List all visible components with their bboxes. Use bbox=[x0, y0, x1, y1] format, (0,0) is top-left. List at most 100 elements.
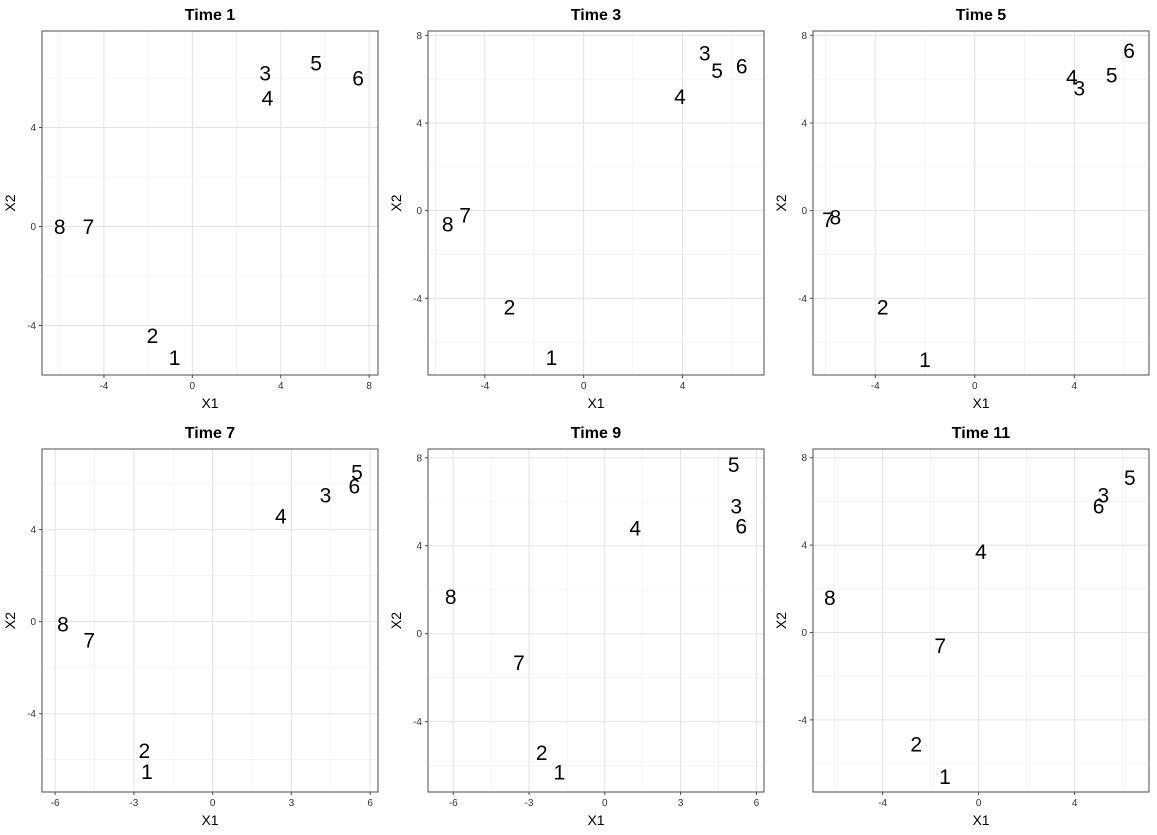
x-axis-title: X1 bbox=[587, 395, 604, 411]
point-label-5: 5 bbox=[711, 60, 723, 83]
x-tick-label: 4 bbox=[1072, 381, 1078, 392]
panel-border bbox=[41, 448, 379, 793]
plot-background bbox=[428, 31, 764, 375]
y-tick-label: -4 bbox=[27, 709, 36, 720]
point-label-2: 2 bbox=[147, 325, 159, 348]
point-label-1: 1 bbox=[939, 766, 951, 789]
y-tick-label: -4 bbox=[413, 294, 422, 305]
y-axis-title: X2 bbox=[388, 612, 404, 629]
panel-title: Time 9 bbox=[571, 425, 622, 442]
point-label-4: 4 bbox=[629, 518, 641, 541]
y-axis-title: X2 bbox=[773, 194, 789, 211]
x-tick-label: -4 bbox=[878, 798, 887, 809]
point-label-1: 1 bbox=[554, 762, 566, 785]
y-tick-label: 8 bbox=[801, 453, 807, 464]
x-tick-label: -3 bbox=[129, 798, 138, 809]
point-label-4: 4 bbox=[262, 87, 274, 110]
point-label-3: 3 bbox=[730, 496, 742, 519]
x-tick-label: -6 bbox=[51, 798, 60, 809]
point-label-7: 7 bbox=[513, 652, 525, 675]
point-label-2: 2 bbox=[139, 740, 151, 763]
point-label-1: 1 bbox=[169, 347, 181, 370]
y-axis-title: X2 bbox=[2, 612, 18, 629]
y-tick-label: 8 bbox=[416, 453, 422, 464]
point-label-1: 1 bbox=[546, 347, 558, 370]
plot-background bbox=[42, 449, 378, 792]
panel-title: Time 11 bbox=[952, 425, 1011, 442]
point-label-8: 8 bbox=[445, 586, 457, 609]
point-label-2: 2 bbox=[910, 733, 922, 756]
y-tick-label: 0 bbox=[416, 629, 422, 640]
point-label-3: 3 bbox=[1098, 484, 1110, 507]
x-tick-label: 4 bbox=[278, 381, 284, 392]
x-axis-title: X1 bbox=[972, 395, 989, 411]
point-label-2: 2 bbox=[536, 742, 548, 765]
panel-border bbox=[427, 448, 765, 793]
y-axis-title: X2 bbox=[2, 194, 18, 211]
point-label-4: 4 bbox=[975, 541, 987, 564]
y-tick-label: -4 bbox=[27, 321, 36, 332]
point-label-4: 4 bbox=[674, 86, 686, 109]
point-label-7: 7 bbox=[83, 216, 95, 239]
y-tick-label: 0 bbox=[30, 222, 36, 233]
x-tick-label: -4 bbox=[99, 381, 108, 392]
y-tick-label: 4 bbox=[416, 541, 422, 552]
x-axis-title: X1 bbox=[972, 812, 989, 828]
point-label-6: 6 bbox=[1093, 495, 1105, 518]
plot-background bbox=[813, 449, 1149, 792]
x-tick-label: 3 bbox=[289, 798, 295, 809]
point-label-7: 7 bbox=[459, 205, 471, 228]
point-label-2: 2 bbox=[504, 297, 516, 320]
y-tick-label: -4 bbox=[798, 715, 807, 726]
y-tick-label: 4 bbox=[30, 123, 36, 134]
y-tick-label: 0 bbox=[30, 617, 36, 628]
point-label-6: 6 bbox=[352, 68, 364, 91]
point-label-6: 6 bbox=[736, 56, 748, 79]
y-tick-label: 0 bbox=[801, 628, 807, 639]
point-label-3: 3 bbox=[1073, 77, 1085, 100]
point-label-5: 5 bbox=[351, 462, 363, 485]
point-label-1: 1 bbox=[141, 761, 153, 784]
panel-title: Time 3 bbox=[571, 7, 622, 24]
point-label-8: 8 bbox=[54, 216, 66, 239]
x-tick-label: 6 bbox=[754, 798, 760, 809]
point-label-3: 3 bbox=[699, 42, 711, 65]
x-tick-label: 4 bbox=[680, 381, 686, 392]
x-tick-label: 0 bbox=[581, 381, 587, 392]
y-tick-label: 4 bbox=[801, 541, 807, 552]
x-axis-title: X1 bbox=[587, 812, 604, 828]
x-tick-label: 6 bbox=[367, 798, 373, 809]
point-label-2: 2 bbox=[877, 297, 889, 320]
point-label-4: 4 bbox=[275, 505, 287, 528]
panel-border bbox=[41, 30, 379, 376]
panel-border bbox=[812, 448, 1150, 793]
x-tick-label: 0 bbox=[210, 798, 216, 809]
x-tick-label: -3 bbox=[525, 798, 534, 809]
panel-border bbox=[812, 30, 1150, 376]
x-axis-title: X1 bbox=[201, 395, 218, 411]
y-axis-title: X2 bbox=[773, 612, 789, 629]
point-label-8: 8 bbox=[442, 213, 454, 236]
point-label-8: 8 bbox=[824, 587, 836, 610]
point-label-4: 4 bbox=[1066, 67, 1078, 90]
point-label-6: 6 bbox=[735, 515, 747, 538]
x-tick-label: 4 bbox=[1072, 798, 1078, 809]
y-tick-label: 4 bbox=[801, 119, 807, 130]
point-label-7: 7 bbox=[83, 630, 95, 653]
point-label-3: 3 bbox=[259, 63, 271, 86]
point-label-6: 6 bbox=[1123, 40, 1135, 63]
x-tick-label: 0 bbox=[972, 381, 978, 392]
y-tick-label: 4 bbox=[30, 525, 36, 536]
point-label-8: 8 bbox=[57, 613, 69, 636]
x-tick-label: 0 bbox=[976, 798, 982, 809]
panel-title: Time 5 bbox=[956, 7, 1007, 24]
point-label-8: 8 bbox=[830, 207, 842, 230]
x-tick-label: 3 bbox=[678, 798, 684, 809]
point-label-6: 6 bbox=[349, 475, 361, 498]
